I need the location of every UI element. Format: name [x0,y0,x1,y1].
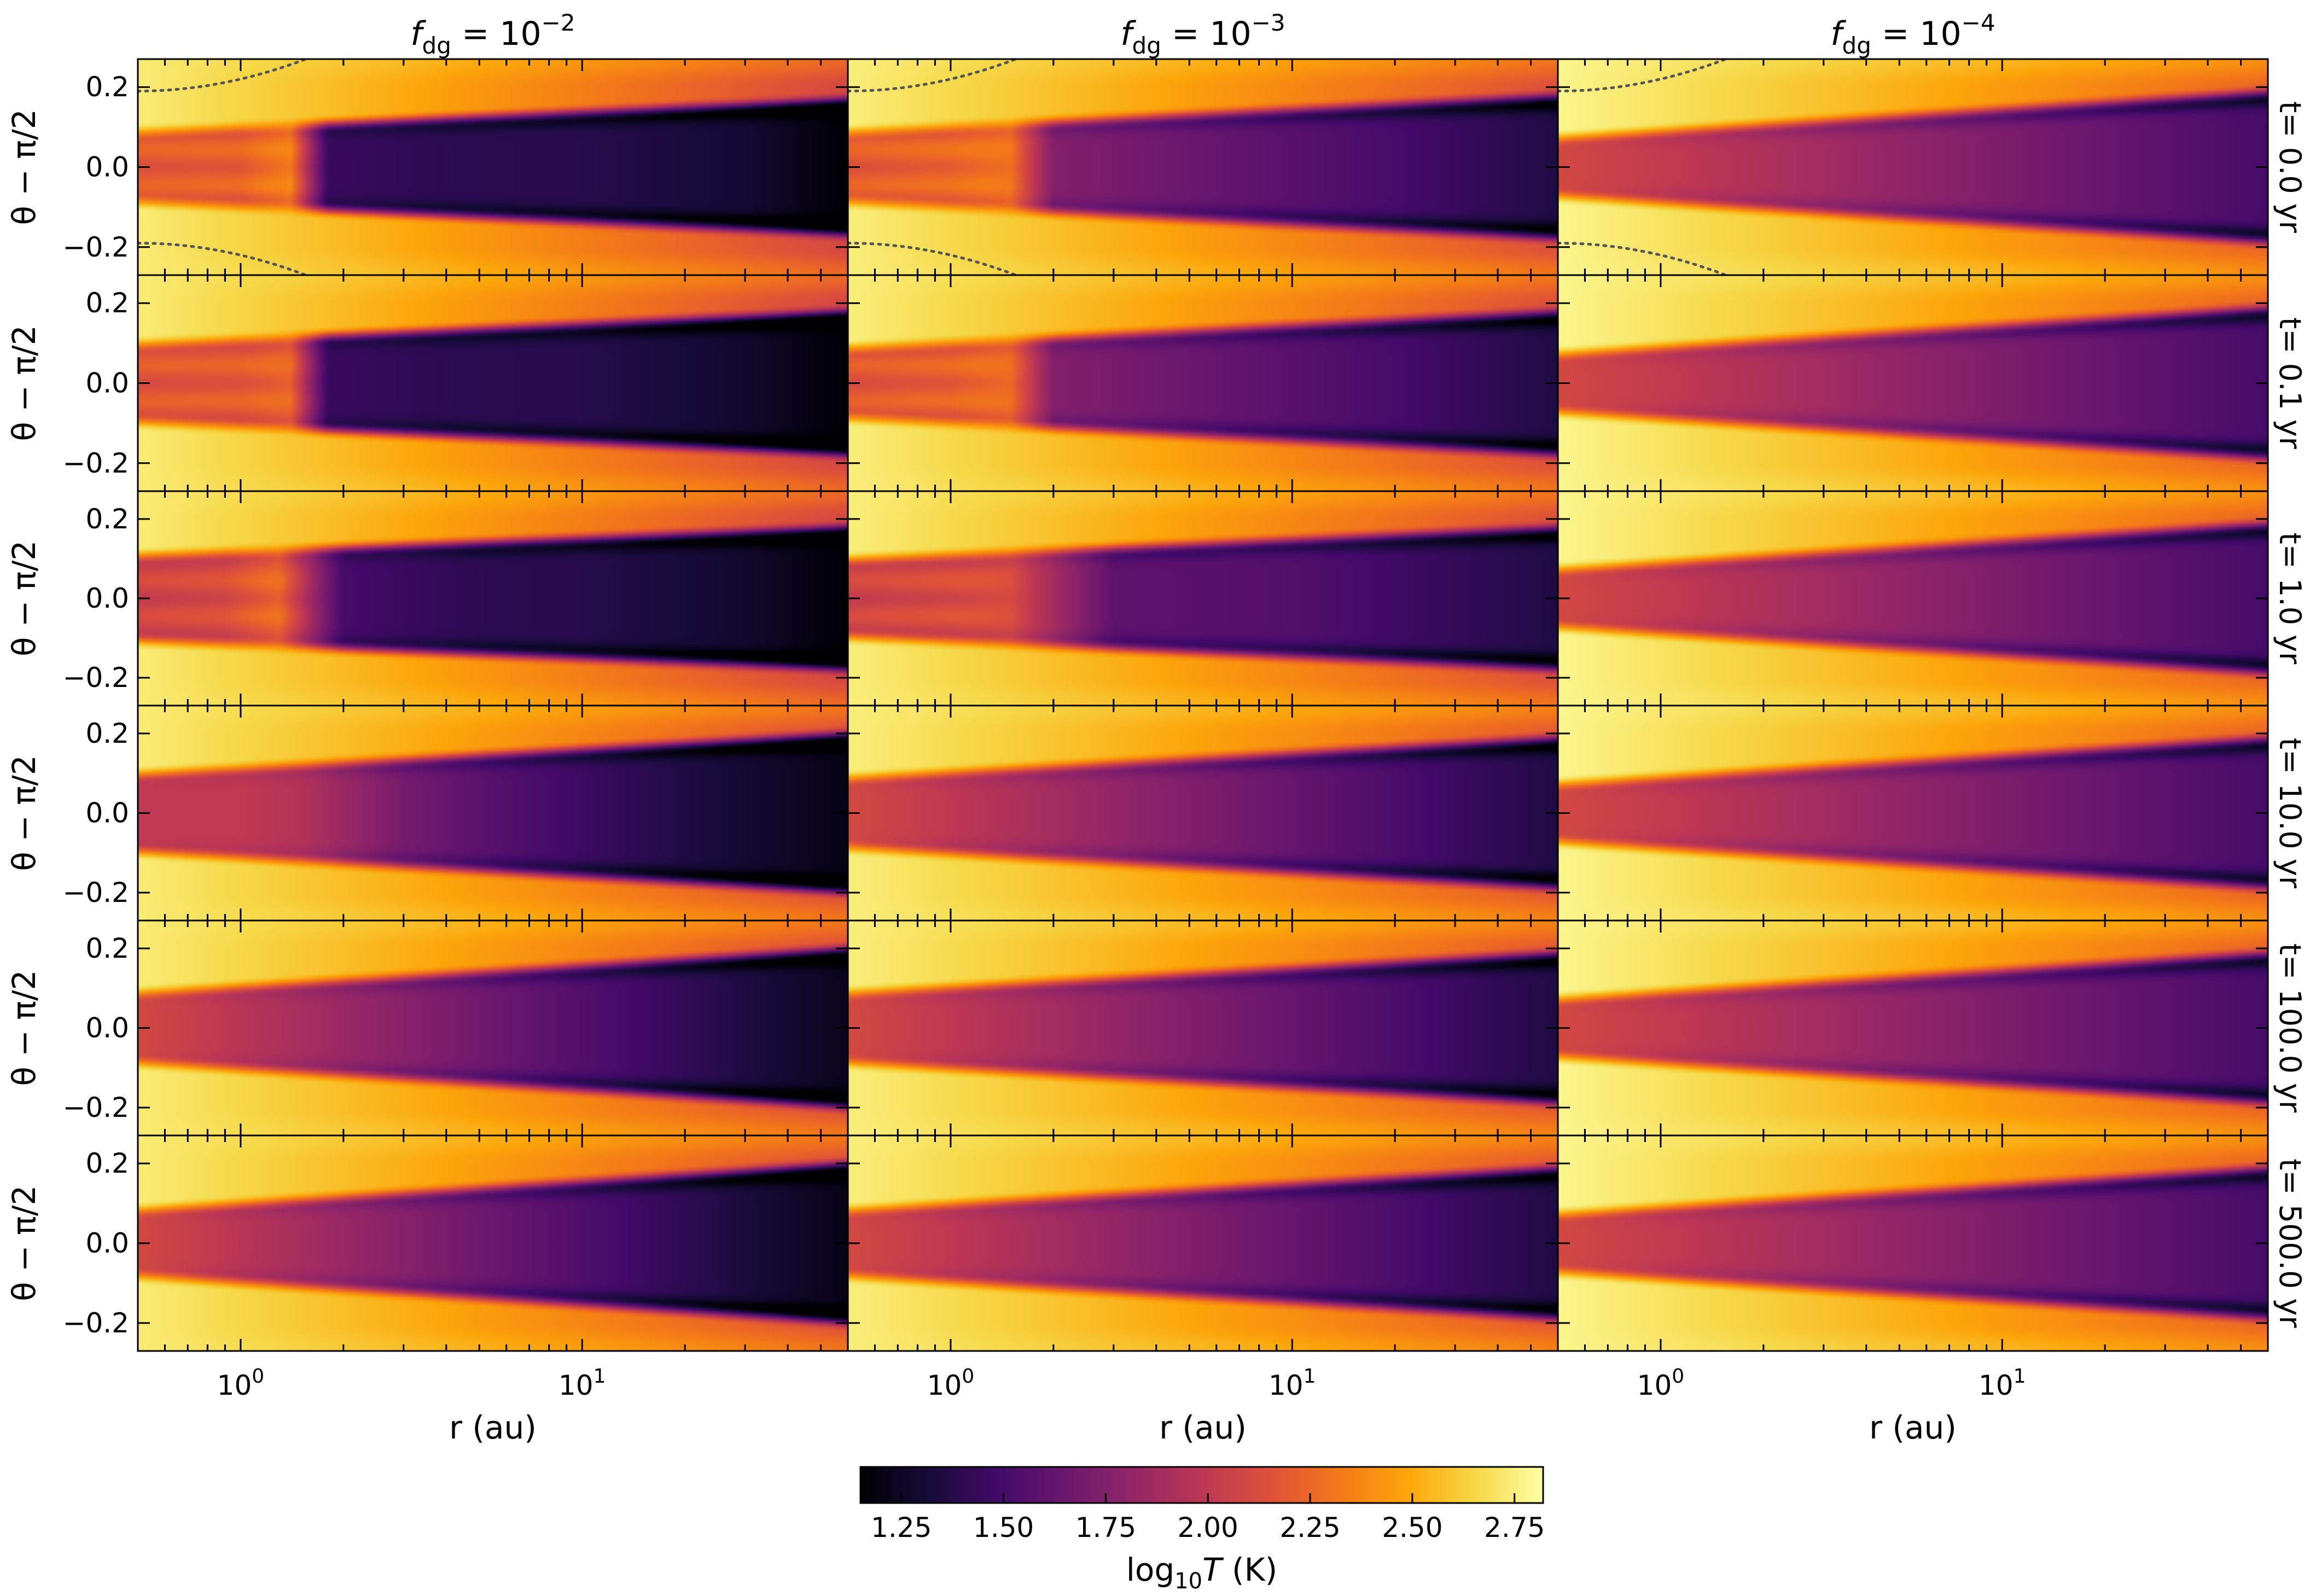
y-tick-label: 0.2 [85,503,129,535]
row-labels: t= 0.0 yr t= 0.1 yr t= 1.0 yr t= 10.0 yr t= … [2273,101,2304,1328]
heatmap-panel-r2-c0 [138,491,848,706]
y-tick-label: 0.2 [85,718,129,749]
x-tick-label: 101 [558,1365,606,1401]
colorbar-gradient [860,1467,1543,1503]
row-label: t= 100.0 yr [2273,943,2304,1113]
colorbar: 1.25 1.50 1.75 2.00 2.25 2.50 2.75 log10T (K) [859,1466,1545,1594]
heatmap-panel-r5-c0 [138,1135,848,1351]
heatmap-panel-r5-c2 [1558,1135,2268,1351]
colorbar-tick-label: 2.25 [1279,1512,1340,1543]
heatmap-panel-r1-c0 [138,275,848,491]
y-tick-label: 0.0 [85,1227,129,1259]
row-label: t= 0.1 yr [2273,317,2304,450]
heatmap-panel-r0-c1 [848,59,1558,275]
heatmap-panel-r0-c0 [138,59,848,275]
colorbar-tick-label: 1.50 [973,1512,1034,1543]
x-axis-label: r (au) [449,1409,537,1446]
y-tick-label: 0.0 [85,368,129,399]
heatmap-panels [138,59,2268,1351]
x-tick-label: 101 [1269,1365,1316,1401]
y-tick-label: −0.2 [63,231,129,263]
heatmap-panel-r0-c2 [1558,59,2268,275]
y-tick-label: 0.0 [85,152,129,183]
y-axis-label: θ − π/2 [5,540,43,656]
y-axis-label: θ − π/2 [5,755,43,871]
column-title: fdg = 10−3 [1120,9,1285,59]
y-tick-label: 0.2 [85,287,129,319]
colorbar-tick-label: 2.75 [1484,1512,1545,1543]
column-title: fdg = 10−4 [1830,9,1995,59]
x-tick-label: 101 [1979,1365,2026,1401]
heatmap-panel-r4-c1 [848,921,1558,1135]
colorbar-tick-label: 1.25 [871,1512,932,1543]
y-tick-label: 0.2 [85,933,129,964]
y-tick-label: −0.2 [63,662,129,694]
heatmap-panel-r4-c0 [138,921,848,1135]
x-axis-label: r (au) [1159,1409,1247,1446]
x-axis-label: r (au) [1869,1409,1957,1446]
heatmap-panel-r1-c1 [848,275,1558,491]
colorbar-tick-label: 2.00 [1178,1512,1238,1543]
row-label: t= 0.0 yr [2273,101,2304,234]
heatmap-panel-r5-c1 [848,1135,1558,1351]
colorbar-frame [859,1466,1544,1504]
column-title: fdg = 10−2 [410,9,575,59]
y-tick-label: −0.2 [63,1307,129,1339]
y-tick-label: −0.2 [63,877,129,908]
heatmap-panel-r2-c1 [848,491,1558,706]
colorbar-tick-label: 1.75 [1075,1512,1136,1543]
heatmap-panel-r1-c2 [1558,275,2268,491]
y-tick-label: 0.0 [85,797,129,829]
row-label: t= 500.0 yr [2273,1158,2304,1328]
column-titles: fdg = 10−2 fdg = 10−3 fdg = 10−4 [410,9,1995,59]
y-tick-label: 0.0 [85,583,129,614]
y-tick-label: −0.2 [63,447,129,479]
y-tick-label: −0.2 [63,1092,129,1123]
y-tick-label: 0.2 [85,71,129,103]
x-tick-label: 100 [1637,1365,1685,1401]
heatmap-panel-r3-c1 [848,706,1558,921]
y-axis-label: θ − π/2 [5,970,43,1086]
y-tick-label: 0.0 [85,1012,129,1044]
colorbar-label: log10T (K) [1126,1551,1278,1594]
y-axis-label: θ − π/2 [5,325,43,441]
heatmap-panel-r3-c0 [138,706,848,921]
row-label: t= 10.0 yr [2273,738,2304,889]
heatmap-panel-r3-c2 [1558,706,2268,921]
x-tick-label: 100 [927,1365,975,1401]
y-axis-label: θ − π/2 [5,109,43,225]
heatmap-panel-r4-c2 [1558,921,2268,1135]
y-axis-label: θ − π/2 [5,1185,43,1301]
axes: 0.2 0.0 −0.2 θ − π/2 0.2 0.0 −0.2 θ − π/2 0.2 0.0… [5,58,2269,1446]
x-tick-label: 100 [217,1365,265,1401]
heatmap-panel-r2-c2 [1558,491,2268,706]
y-tick-label: 0.2 [85,1148,129,1179]
row-label: t= 1.0 yr [2273,533,2304,665]
colorbar-tick-label: 2.50 [1382,1512,1442,1543]
